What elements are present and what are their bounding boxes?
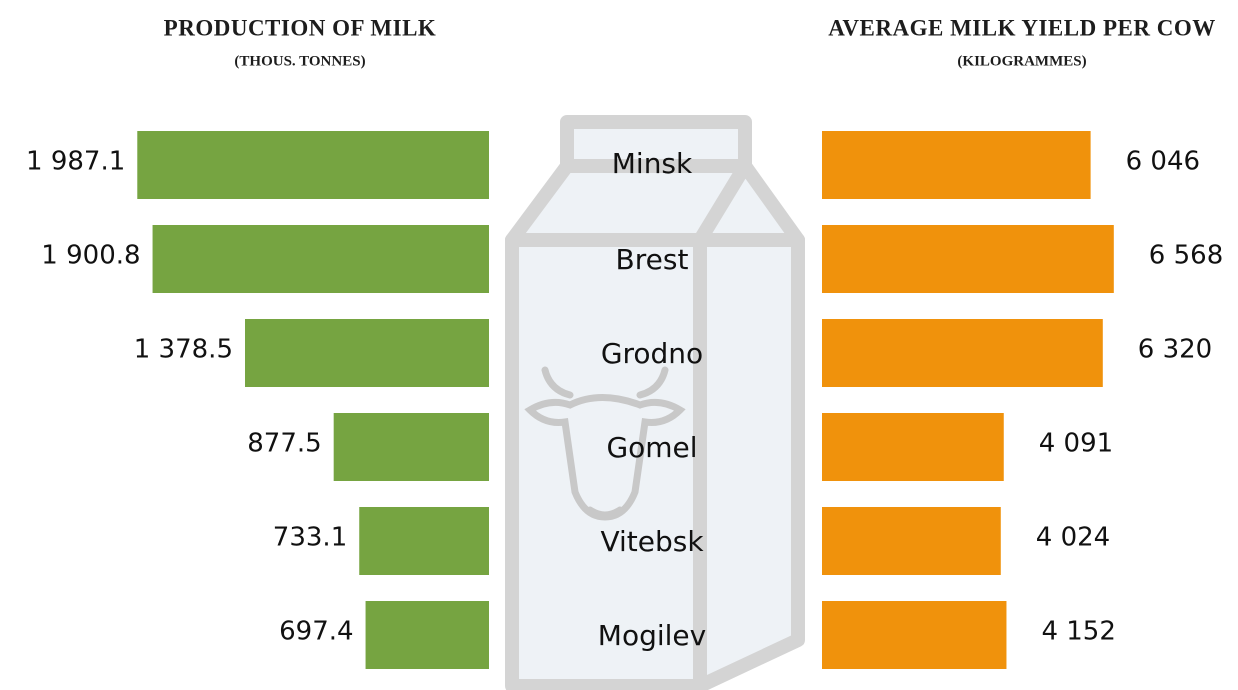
chart-subtitle: (KILOGRAMMES) [957,53,1086,69]
bar [822,225,1114,293]
category-label: Grodno [601,337,703,370]
bar [822,413,1004,481]
value-label: 4 152 [1041,617,1115,647]
category-label: Minsk [612,147,693,180]
category-label: Brest [616,243,689,276]
value-label: 6 046 [1126,147,1200,177]
bar [359,507,489,575]
bar [245,319,489,387]
bar [333,413,489,481]
category-label: Gomel [606,431,697,464]
nose [586,506,624,519]
bar [822,507,1001,575]
bar [822,601,1007,669]
cow-icon [524,366,686,521]
chart-subtitle: (THOUS. TONNES) [234,53,365,69]
category-label: Vitebsk [600,525,704,558]
bar [822,131,1091,199]
value-label: 1 900.8 [41,241,140,271]
value-label: 4 091 [1039,429,1113,459]
carton-fold [694,162,751,244]
value-label: 6 568 [1149,241,1223,271]
bar [822,319,1103,387]
value-label: 733.1 [273,523,347,553]
carton-side [693,233,805,690]
head [524,394,686,521]
bar [365,601,489,669]
milk-carton [505,115,805,690]
bar [152,225,489,293]
value-label: 1 987.1 [26,147,125,177]
bar [137,131,489,199]
value-label: 6 320 [1138,335,1212,365]
value-label: 1 378.5 [134,335,233,365]
horns [541,366,669,399]
value-label: 4 024 [1036,523,1110,553]
chart-title: AVERAGE MILK YIELD PER COW [828,15,1215,40]
value-label: 877.5 [247,429,321,459]
category-label: Mogilev [598,619,706,652]
value-label: 697.4 [279,617,353,647]
chart-title: PRODUCTION OF MILK [164,15,437,40]
